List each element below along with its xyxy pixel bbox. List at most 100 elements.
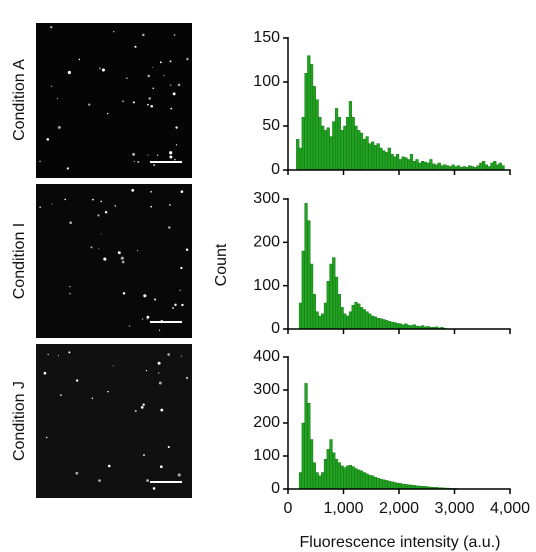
speck <box>88 103 91 106</box>
bar <box>343 467 347 490</box>
bar <box>357 303 361 330</box>
speck <box>159 61 162 64</box>
speck <box>173 34 176 36</box>
speck <box>39 206 42 209</box>
speck <box>59 394 62 397</box>
speck <box>142 453 146 457</box>
speck <box>156 154 159 156</box>
speck <box>112 365 114 367</box>
speck <box>152 87 154 90</box>
speck <box>132 152 136 156</box>
bar <box>359 470 364 490</box>
bar <box>407 159 411 171</box>
y-tick-label: 200 <box>253 234 280 251</box>
speck <box>137 250 139 252</box>
speck <box>142 33 145 37</box>
y-tick-label: 100 <box>253 447 280 464</box>
bar <box>357 469 361 490</box>
bar <box>332 257 336 330</box>
speck <box>177 473 181 477</box>
speck <box>134 45 137 48</box>
speck <box>101 68 105 72</box>
speck <box>47 353 49 356</box>
speck <box>117 251 121 255</box>
bar <box>321 313 325 330</box>
bar <box>343 125 347 171</box>
bar <box>412 160 416 171</box>
speck <box>158 329 161 331</box>
bar <box>307 55 311 171</box>
bar <box>437 162 441 171</box>
speck <box>179 289 181 291</box>
speck <box>46 138 50 141</box>
bar <box>376 317 380 330</box>
bar <box>337 462 341 490</box>
y-tick-label: 100 <box>253 73 280 90</box>
speck <box>58 355 60 357</box>
speck <box>64 198 67 201</box>
bar <box>323 459 328 490</box>
bar <box>423 161 427 171</box>
speck <box>133 161 135 163</box>
bar <box>323 302 328 330</box>
speck <box>92 198 94 201</box>
bar <box>332 121 336 171</box>
bar <box>323 130 328 171</box>
speck <box>78 58 81 61</box>
bar <box>346 465 350 490</box>
bar <box>379 147 383 171</box>
speck <box>57 125 61 129</box>
bar <box>365 311 369 330</box>
bar <box>382 319 386 330</box>
y-axis-label: Count <box>213 243 230 286</box>
bar <box>351 116 355 171</box>
bar <box>396 323 400 330</box>
bar <box>337 116 341 171</box>
bar <box>382 150 386 171</box>
bar <box>307 403 311 490</box>
bar <box>371 141 375 171</box>
y-tick-label: 0 <box>271 161 280 178</box>
bar <box>351 466 355 490</box>
bar <box>304 383 308 490</box>
speck <box>120 256 124 260</box>
bar <box>329 263 333 330</box>
bar <box>396 482 400 490</box>
bar <box>376 143 380 171</box>
speck <box>51 203 53 205</box>
panel-label: Condition A <box>11 59 28 141</box>
bar <box>298 147 303 171</box>
speck <box>169 84 172 86</box>
speck <box>43 371 47 375</box>
bar <box>373 145 377 171</box>
speck <box>97 214 100 217</box>
bar <box>301 116 305 171</box>
bar <box>390 321 394 330</box>
speck <box>45 436 48 439</box>
speck <box>90 246 93 249</box>
speck <box>160 408 164 412</box>
speck <box>180 266 183 270</box>
bar <box>373 476 377 490</box>
speck <box>69 285 71 288</box>
speck <box>172 307 174 309</box>
speck <box>69 292 71 295</box>
speck <box>146 318 148 320</box>
bar <box>340 307 344 330</box>
speck <box>185 248 189 251</box>
y-tick-label: 50 <box>262 117 280 134</box>
bar <box>312 462 316 490</box>
bar <box>421 160 425 171</box>
bar <box>354 301 358 330</box>
micrograph <box>36 184 192 338</box>
bar <box>334 459 339 490</box>
bar <box>495 164 500 171</box>
speck <box>154 298 157 301</box>
bar <box>346 116 350 171</box>
speck <box>169 155 173 159</box>
y-tick-label: 100 <box>253 277 280 294</box>
speck <box>134 409 137 413</box>
bar <box>298 472 303 490</box>
bar <box>384 152 389 171</box>
y-tick-label: 200 <box>253 414 280 431</box>
